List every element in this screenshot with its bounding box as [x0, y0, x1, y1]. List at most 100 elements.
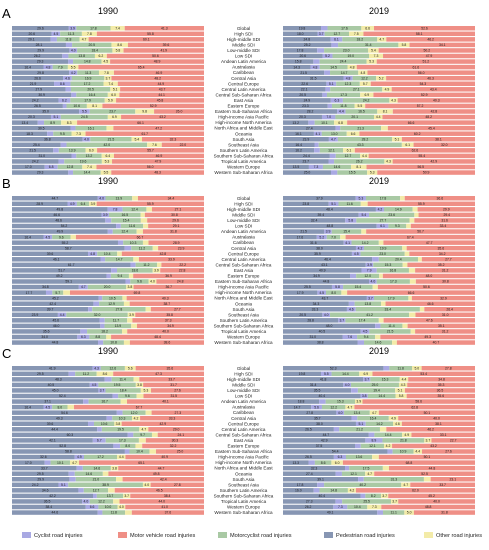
bar-segment-motor-vehicle-road-injuries [388, 465, 475, 471]
category-label: Western Sub-Saharan Africa [214, 170, 273, 175]
bar-segment-other-road-injuries [372, 284, 378, 290]
bar-segment-motorcyclist-road-injuries [380, 323, 403, 329]
bar-segment-pedestrian-road-injuries [12, 223, 117, 229]
bar-segment-motor-vehicle-road-injuries [430, 477, 475, 482]
data-label: 5.3 [370, 171, 375, 175]
data-label: 13.8 [365, 302, 372, 306]
data-label: 26.5 [305, 455, 312, 459]
data-label: 48.3 [154, 171, 161, 175]
bar-segment-motorcyclist-road-injuries [388, 223, 407, 229]
bar-segment-motor-vehicle-road-injuries [377, 284, 475, 290]
bar-segment-motorcyclist-road-injuries [334, 159, 385, 164]
bar-segment-motorcyclist-road-injuries [99, 301, 124, 306]
bar-segment-cyclist-road-injuries [328, 137, 338, 142]
bar-segment-pedestrian-road-injuries [283, 460, 309, 465]
data-label: 16.1 [88, 126, 95, 130]
bar-segment-motor-vehicle-road-injuries [411, 295, 475, 301]
bar-segment-motor-vehicle-road-injuries [372, 371, 475, 377]
bar-segment-pedestrian-road-injuries [12, 477, 70, 482]
bar-segment-cyclist-road-injuries [65, 87, 71, 92]
data-label: 23.1 [450, 477, 457, 481]
bar-segment-pedestrian-road-injuries [12, 312, 58, 318]
bar-segment-motorcyclist-road-injuries [365, 196, 401, 201]
bar-segment-other-road-injuries [414, 212, 419, 218]
bar-segment-pedestrian-road-injuries [12, 454, 75, 460]
data-label: 48.0 [326, 324, 333, 328]
data-label: 27.7 [380, 219, 387, 223]
legend-label: Pedestrian road injuries [336, 533, 395, 539]
bar-segment-pedestrian-road-injuries [283, 393, 361, 399]
category-label: Central Europe [228, 251, 259, 256]
data-label: 5.8 [399, 394, 404, 398]
bar-segment-motor-vehicle-road-injuries [407, 382, 475, 388]
data-label: 37.6 [165, 511, 172, 515]
bar-segment-cyclist-road-injuries [355, 443, 361, 449]
data-label: 14.2 [362, 241, 369, 245]
data-label: 8.1 [383, 110, 388, 114]
data-label: 13.4 [354, 411, 361, 415]
bar-segment-cyclist-road-injuries [106, 273, 111, 279]
data-label: 6.8 [338, 121, 343, 125]
bar-segment-pedestrian-road-injuries [283, 37, 331, 42]
bar-segment-motor-vehicle-road-injuries [396, 340, 475, 345]
bar-segment-cyclist-road-injuries [97, 427, 102, 432]
bar-segment-motor-vehicle-road-injuries [404, 196, 475, 201]
category-label: Central Asia [231, 76, 256, 81]
bar-segment-other-road-injuries [404, 510, 414, 515]
data-label: 8.6 [117, 43, 122, 47]
bar-segment-other-road-injuries [358, 70, 368, 75]
data-label: 3.9 [356, 400, 361, 404]
category-label: Andean Latin America [221, 229, 266, 234]
year-title-1990: 1990 [98, 6, 118, 16]
data-label: 12.7 [93, 489, 100, 493]
bar-segment-motorcyclist-road-injuries [104, 323, 132, 329]
data-label: 67.7 [136, 405, 143, 409]
data-label: 3.7 [368, 296, 373, 300]
bar-segment-cyclist-road-injuries [351, 415, 358, 421]
data-label: 4.7 [331, 137, 336, 141]
data-label: 4.4 [415, 450, 420, 454]
data-label: 45.2 [52, 296, 59, 300]
data-label: 35.7 [314, 416, 321, 420]
data-label: 31.7 [170, 383, 177, 387]
bar-segment-motorcyclist-road-injuries [120, 443, 136, 449]
data-label: 48.8 [425, 505, 432, 509]
bar-segment-motor-vehicle-road-injuries [143, 382, 204, 388]
data-label: 41.9 [160, 49, 167, 53]
data-label: 46.5 [156, 489, 163, 493]
bar-segment-motorcyclist-road-injuries [324, 482, 402, 488]
data-label: 14.5 [330, 65, 337, 69]
bar-segment-pedestrian-road-injuries [283, 207, 376, 212]
data-label: 4.5 [45, 235, 50, 239]
bar-segment-other-road-injuries [377, 37, 387, 42]
data-label: 37.5 [316, 444, 323, 448]
data-label: 35.3 [438, 383, 445, 387]
data-label: 17.0 [25, 165, 32, 169]
data-label: 46.0 [53, 324, 60, 328]
data-label: 6.2 [62, 99, 67, 103]
bar-segment-other-road-injuries [350, 164, 367, 170]
data-label: 35.0 [42, 110, 49, 114]
data-label: 10.6 [73, 104, 80, 108]
bar-segment-pedestrian-road-injuries [12, 164, 45, 170]
data-label: 12.3 [345, 82, 352, 86]
bar-segment-other-road-injuries [412, 207, 418, 212]
data-label: 14.4 [84, 171, 91, 175]
data-label: 4.0 [338, 411, 343, 415]
data-label: 14.3 [293, 65, 300, 69]
bar-segment-pedestrian-road-injuries [283, 477, 359, 482]
bar-segment-motor-vehicle-road-injuries [150, 482, 204, 488]
data-label: 3.7 [100, 389, 105, 393]
data-label: 3.9 [154, 269, 159, 273]
bar-segment-other-road-injuries [341, 290, 348, 295]
category-label: South Asia [233, 307, 255, 312]
bar-segment-motorcyclist-road-injuries [66, 142, 148, 148]
bar-segment-pedestrian-road-injuries [283, 318, 339, 323]
data-label: 13.7 [107, 494, 114, 498]
data-label: 4.9 [391, 416, 396, 420]
data-label: 24.2 [32, 160, 39, 164]
bar-segment-other-road-injuries [142, 482, 151, 488]
data-label: 16.8 [390, 269, 397, 273]
data-label: 15.5 [349, 171, 356, 175]
bar-segment-motorcyclist-road-injuries [89, 109, 136, 114]
